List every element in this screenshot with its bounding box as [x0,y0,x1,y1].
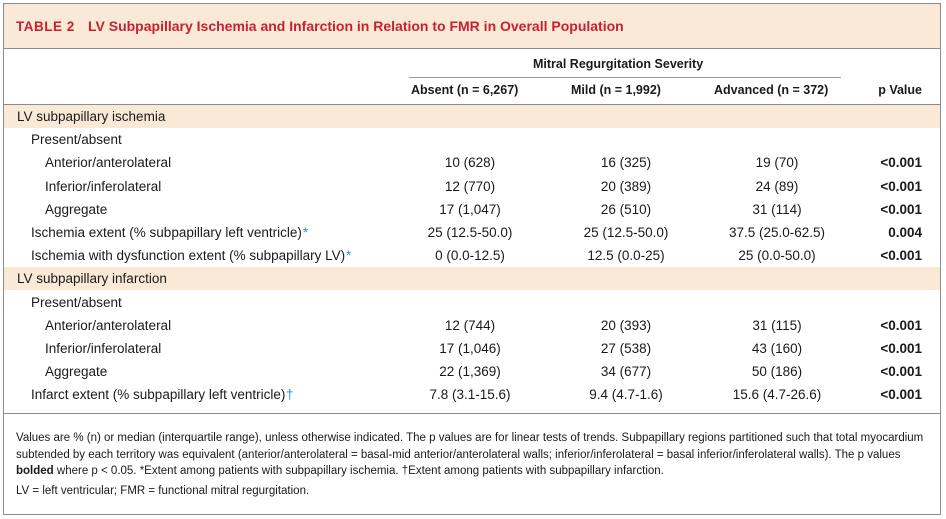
cell-absent: 0 (0.0-12.5) [435,248,505,264]
table-row: Anterior/anterolateral 12 (744) 20 (393) 31… [4,314,940,337]
table-row: Inferior/inferolateral 12 (770) 20 (389) 24… [4,175,940,198]
table-row: Infarct extent (% subpapillary left vent… [4,383,940,406]
col-header-p-value: p Value [878,83,922,97]
row-label: Aggregate [45,364,108,380]
cell-p-value: <0.001 [880,178,922,194]
cell-mild: 20 (393) [600,317,652,333]
cell-advanced: 24 (89) [755,178,799,194]
table-row: Ischemia with dysfunction extent (% subp… [4,244,940,267]
cell-absent: 17 (1,047) [439,201,501,217]
footnote-main: Values are % (n) or median (interquartil… [16,432,924,477]
row-label: Anterior/anterolateral [45,155,172,171]
footnote-mark: * [346,248,352,264]
row-label: Inferior/inferolateral [45,341,162,356]
row-label: Infarct extent (% subpapillary left vent… [31,387,286,403]
table-frame: TABLE 2 LV Subpapillary Ischemia and Inf… [3,3,941,515]
cell-absent: 22 (1,369) [439,364,501,380]
cell-absent: 25 (12.5-50.0) [427,225,513,240]
cell-mild: 27 (538) [600,341,652,356]
table-row: Ischemia extent (% subpapillary left ven… [4,221,940,244]
row-label: Aggregate [45,201,108,217]
row-label: Inferior/inferolateral [45,178,162,194]
row-label: Present/absent [31,294,122,310]
cell-advanced: 37.5 (25.0-62.5) [728,225,826,240]
spanning-header-rule [409,77,841,78]
table-label: TABLE 2 [16,19,75,34]
section-row: LV subpapillary ischemia [4,105,940,128]
table-row: Anterior/anterolateral 10 (628) 16 (325) 19… [4,151,940,174]
cell-advanced: 15.6 (4.7-26.6) [732,387,822,403]
cell-mild: 9.4 (4.7-1.6) [589,387,663,403]
cell-advanced: 25 (0.0-50.0) [738,248,816,264]
cell-p-value: <0.001 [880,341,922,356]
table-row: Present/absent [4,291,940,314]
row-label: Anterior/anterolateral [45,317,172,333]
spanning-header: Mitral Regurgitation Severity [533,57,704,71]
cell-absent: 7.8 (3.1-15.6) [429,387,511,403]
cell-p-value: <0.001 [880,317,922,333]
cell-advanced: 19 (70) [755,155,799,171]
cell-mild: 25 (12.5-50.0) [583,225,669,240]
footnote-mark: † [286,387,294,403]
cell-absent: 10 (628) [444,155,496,171]
row-label: LV subpapillary infarction [17,271,167,287]
cell-advanced: 31 (114) [752,201,802,217]
table-row: Inferior/inferolateral 17 (1,046) 27 (538)… [4,337,940,360]
table-row: Present/absent [4,128,940,151]
header-rule [4,104,940,105]
col-header-advanced: Advanced (n = 372) [714,83,829,97]
table-row: Aggregate 22 (1,369) 34 (677) 50 (186) <0.00… [4,360,940,383]
table-title: LV Subpapillary Ischemia and Infarction … [88,18,624,34]
table-title-bar: TABLE 2 LV Subpapillary Ischemia and Inf… [4,4,940,49]
cell-absent: 17 (1,046) [439,341,501,356]
cell-p-value: <0.001 [880,387,922,403]
cell-mild: 34 (677) [600,364,652,380]
row-label: Present/absent [31,132,122,148]
cell-p-value: <0.001 [880,155,922,171]
row-label: Ischemia with dysfunction extent (% subp… [31,248,346,264]
cell-mild: 16 (325) [600,155,652,171]
cell-p-value: <0.001 [880,364,922,380]
cell-absent: 12 (744) [444,317,496,333]
cell-p-value: 0.004 [888,225,922,240]
cell-mild: 26 (510) [600,201,652,217]
cell-absent: 12 (770) [444,178,496,194]
row-label: Ischemia extent (% subpapillary left ven… [31,225,302,240]
table-footnotes: Values are % (n) or median (interquartil… [16,430,928,499]
footnote-abbreviations: LV = left ventricular; FMR = functional … [16,484,310,497]
cell-mild: 20 (389) [600,178,652,194]
table-row: Aggregate 17 (1,047) 26 (510) 31 (114) <0.00… [4,198,940,221]
cell-p-value: <0.001 [880,248,922,264]
cell-advanced: 31 (115) [752,317,802,333]
cell-p-value: <0.001 [880,201,922,217]
cell-mild: 12.5 (0.0-25) [587,248,665,264]
row-label: LV subpapillary ischemia [17,109,166,124]
cell-advanced: 50 (186) [751,364,803,380]
cell-advanced: 43 (160) [751,341,803,356]
footnote-mark: * [303,225,309,240]
col-header-absent: Absent (n = 6,267) [411,83,519,97]
footer-rule [4,413,940,414]
section-row: LV subpapillary infarction [4,267,940,291]
col-header-mild: Mild (n = 1,992) [571,83,661,97]
